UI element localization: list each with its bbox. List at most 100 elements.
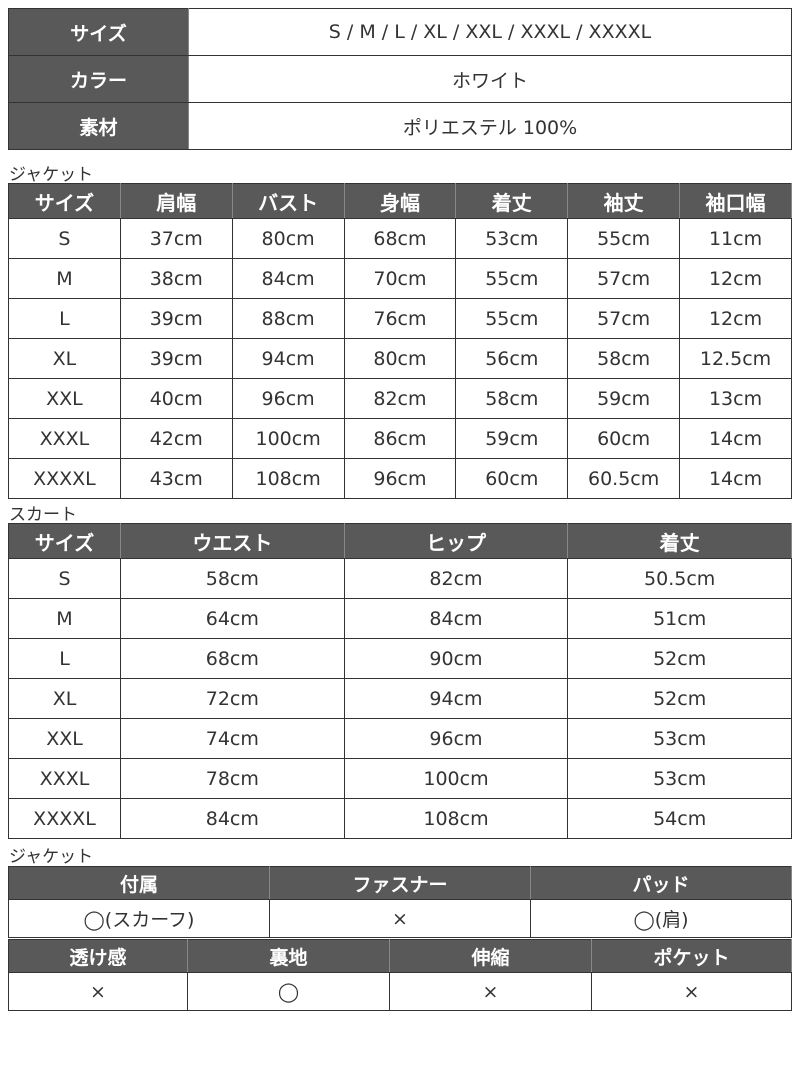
table-cell: 13cm [679,378,792,419]
column-header: 身幅 [343,183,457,219]
table-cell: L [8,638,121,679]
skirt-section-label: スカート [9,505,77,525]
column-header: ヒップ [343,523,569,559]
table-row: XL 72cm 94cm 52cm [8,678,792,719]
column-header: 袖口幅 [679,183,792,219]
table-cell: 72cm [120,678,345,719]
table-row: XL 39cm 94cm 80cm 56cm 58cm 12.5cm [8,338,792,379]
column-header: 着丈 [567,523,792,559]
table-cell: XXXXL [8,458,121,499]
table-cell: 38cm [119,258,233,299]
table-cell: 53cm [567,718,792,759]
table-cell: 59cm [567,378,681,419]
table-cell: 82cm [343,378,457,419]
table-cell: 82cm [343,558,569,599]
table-cell: 39cm [119,338,233,379]
table-row: S 37cm 80cm 68cm 53cm 55cm 11cm [8,218,792,259]
table-cell: 58cm [120,558,345,599]
feature-header: ファスナー [269,866,531,900]
table-cell: 78cm [120,758,345,799]
column-header: ウエスト [120,523,345,559]
table-cell: 14cm [679,458,792,499]
table-cell: S [8,558,121,599]
table-cell: 54cm [567,798,792,839]
table-cell: 88cm [231,298,345,339]
table-cell: 96cm [343,458,457,499]
table-cell: S [8,218,121,259]
table-cell: 60.5cm [567,458,681,499]
feature-header: 裏地 [187,939,390,973]
table-cell: L [8,298,121,339]
table-row: XXL 74cm 96cm 53cm [8,718,792,759]
table-row: XXXL 78cm 100cm 53cm [8,758,792,799]
table-cell: 12cm [679,258,792,299]
table-cell: 53cm [567,758,792,799]
table-cell: 60cm [567,418,681,459]
table-cell: M [8,258,121,299]
table-cell: 59cm [455,418,569,459]
table-cell: 52cm [567,638,792,679]
column-header: サイズ [8,183,121,219]
table-cell: 55cm [455,298,569,339]
table-cell: 55cm [567,218,681,259]
table-cell: 74cm [120,718,345,759]
table-cell: 39cm [119,298,233,339]
table-row: L 39cm 88cm 76cm 55cm 57cm 12cm [8,298,792,339]
table-cell: 50.5cm [567,558,792,599]
feature-header: 透け感 [8,939,188,973]
table-cell: 84cm [343,598,569,639]
table-cell: 84cm [120,798,345,839]
table-cell: XXXL [8,418,121,459]
table-cell: XL [8,338,121,379]
spec-label: サイズ [8,8,189,56]
table-cell: 76cm [343,298,457,339]
table-cell: 68cm [120,638,345,679]
table-cell: XXXL [8,758,121,799]
table-cell: 42cm [119,418,233,459]
table-row: M 38cm 84cm 70cm 55cm 57cm 12cm [8,258,792,299]
table-cell: 80cm [231,218,345,259]
column-header: 着丈 [455,183,569,219]
table-cell: 11cm [679,218,792,259]
table-cell: 94cm [343,678,569,719]
table-cell: 94cm [231,338,345,379]
feature-header: パッド [530,866,792,900]
table-cell: 58cm [455,378,569,419]
table-cell: XXL [8,718,121,759]
features-table-1: 付属 ファスナー パッド ◯(スカーフ) × ◯(肩) [8,866,792,938]
feature-value: ◯(肩) [530,899,792,938]
table-cell: 43cm [119,458,233,499]
spec-value: S / M / L / XL / XXL / XXXL / XXXXL [188,8,792,56]
spec-table: サイズ S / M / L / XL / XXL / XXXL / XXXXL カラ… [8,8,792,150]
features-table-2: 透け感 裏地 伸縮 ポケット × ◯ × × [8,939,792,1011]
table-cell: 84cm [231,258,345,299]
jacket-size-table: サイズ 肩幅 バスト 身幅 着丈 袖丈 袖口幅 S 37cm 80cm 68cm 53cm 55cm 1… [8,183,792,499]
table-cell: 55cm [455,258,569,299]
spec-label: 素材 [8,102,189,150]
column-header: サイズ [8,523,121,559]
table-cell: 100cm [231,418,345,459]
table-row: M 64cm 84cm 51cm [8,598,792,639]
feature-value: × [389,972,592,1011]
spec-row: カラー ホワイト [8,55,792,103]
table-cell: 108cm [343,798,569,839]
spec-value: ホワイト [188,55,792,103]
table-row: XXXXL 84cm 108cm 54cm [8,798,792,839]
feature-header: 付属 [8,866,270,900]
column-header: 袖丈 [567,183,681,219]
table-row: L 68cm 90cm 52cm [8,638,792,679]
table-cell: M [8,598,121,639]
column-header: バスト [231,183,345,219]
table-cell: 70cm [343,258,457,299]
feature-header: 伸縮 [389,939,592,973]
table-cell: 14cm [679,418,792,459]
features-section-label: ジャケット [9,847,94,867]
table-cell: 86cm [343,418,457,459]
column-header: 肩幅 [119,183,233,219]
table-cell: 68cm [343,218,457,259]
table-cell: 80cm [343,338,457,379]
table-cell: 12.5cm [679,338,792,379]
feature-value: × [591,972,792,1011]
table-cell: 57cm [567,298,681,339]
feature-value: × [269,899,531,938]
